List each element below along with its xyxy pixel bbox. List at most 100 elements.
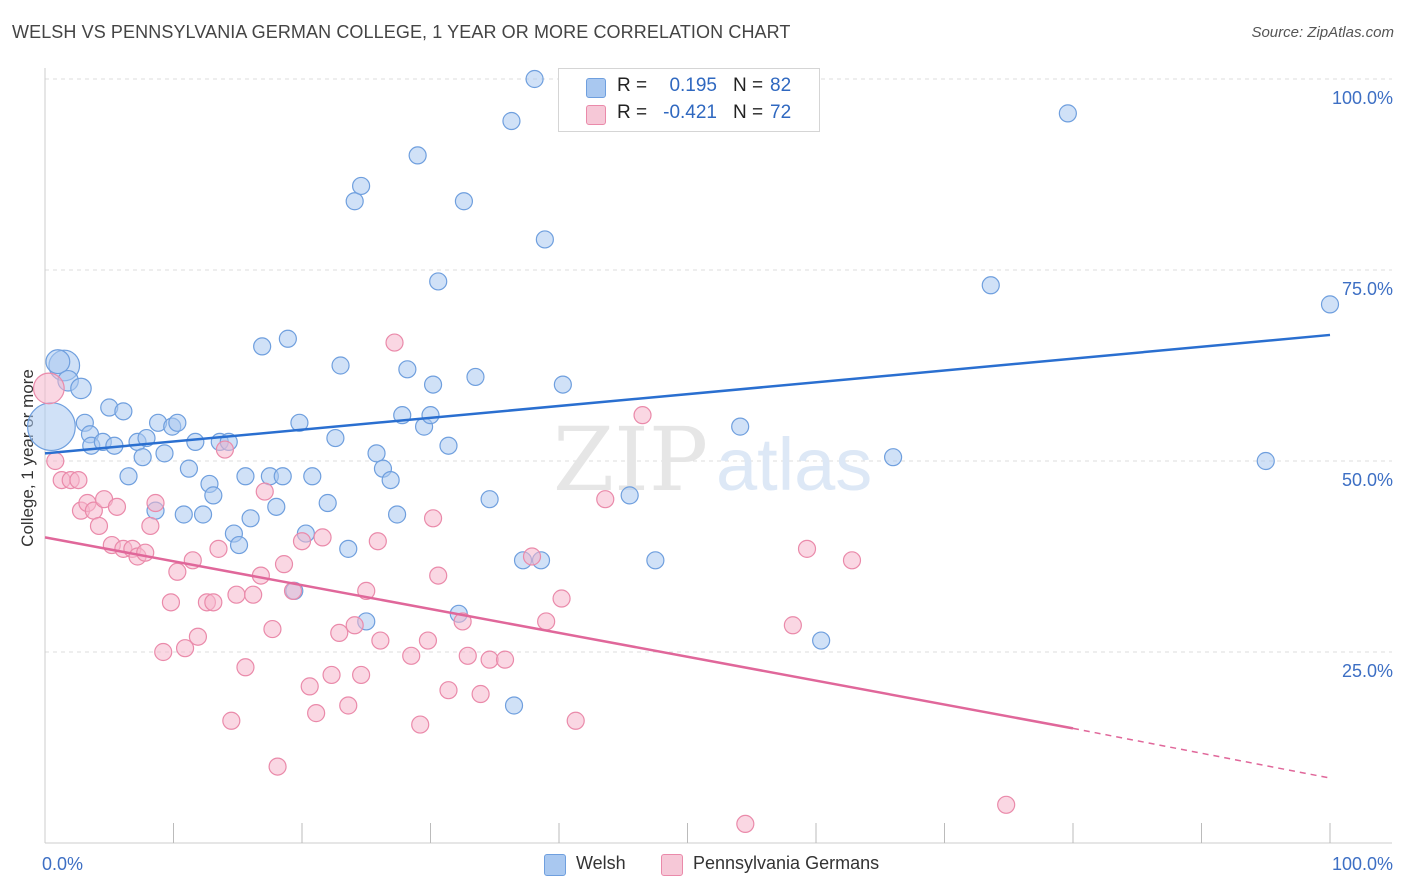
welsh-point [278,329,297,348]
welsh-trend-line [44,333,1331,455]
welsh-point [186,432,205,451]
pa-point [32,372,65,405]
pa-point [480,650,499,669]
pa-point [175,639,195,658]
pa-point [222,711,241,730]
pa-point [146,493,165,513]
welsh-point [620,486,639,505]
welsh-point [229,535,249,555]
pa-point [633,406,652,425]
pa-point [352,665,371,685]
pa-point [842,551,862,570]
pa-point [458,646,477,665]
welsh-point [70,377,92,400]
pa-point [46,451,65,471]
welsh-point [466,367,485,387]
pa-swatch [586,105,606,125]
pa-point [736,814,755,834]
tick-labels: 25.0% 50.0% 75.0% 100.0% 0.0% 100.0% [42,88,1393,874]
welsh-point [504,696,524,715]
welsh-point [241,509,260,528]
pa-trend-extension [1072,727,1331,779]
welsh-point [1256,451,1275,471]
welsh-point [429,272,448,291]
welsh-point [352,176,371,196]
pa-point [215,440,234,459]
pa-point [453,612,472,631]
pa-point [255,482,274,501]
pa-point [168,562,187,581]
welsh-point [253,337,272,356]
pa-trend-line [44,536,1074,730]
welsh-point [331,356,350,375]
pa-point [537,612,556,631]
welsh-point [204,486,223,505]
pa-point [89,516,109,536]
welsh-point [367,444,386,463]
pa-r-value: -0.421 [663,102,717,123]
welsh-legend-label: Welsh [576,853,626,873]
y-tick-label-50: 50.0% [1342,470,1393,490]
welsh-point [398,360,417,379]
welsh-point [480,490,499,509]
pa-point [596,490,615,509]
pa-point [141,516,160,536]
pa-point [423,509,443,528]
pa-point [161,593,181,612]
welsh-point [387,505,407,524]
welsh-point [303,467,322,486]
welsh-point [45,349,71,375]
pa-point [385,333,404,352]
y-tick-label-75: 75.0% [1342,279,1393,299]
x-tick-label-min: 0.0% [42,854,83,874]
y-tick-label-25: 25.0% [1342,661,1393,681]
pa-point [154,642,173,662]
pa-points [32,333,1016,834]
pa-point [471,684,490,704]
pa-point [797,539,817,558]
pa-point [339,696,358,715]
welsh-points [27,69,1340,715]
welsh-point [155,444,174,463]
axes [44,68,1392,844]
welsh-point [553,375,572,394]
welsh-point [454,192,474,211]
pa-point [522,547,542,566]
welsh-point [981,276,1000,295]
pa-point [236,658,255,677]
welsh-point [381,471,400,490]
chart-title: WELSH VS PENNSYLVANIA GERMAN COLLEGE, 1 … [12,22,791,42]
watermark: ZIP atlas [553,408,872,511]
pa-point [300,677,319,696]
welsh-point [1058,104,1077,123]
pa-point [292,532,312,551]
welsh-point [408,146,427,165]
r-label: R = [617,102,648,123]
welsh-point [179,459,199,478]
watermark-atlas: atlas [716,423,872,506]
welsh-point [137,428,156,448]
welsh-point [812,631,831,650]
pa-point [69,471,88,490]
pa-point [439,681,458,700]
pa-point [330,623,349,643]
y-tick-label-100: 100.0% [1332,88,1393,108]
welsh-point [133,448,152,467]
pa-legend-swatch [661,854,683,876]
x-tick-label-max: 100.0% [1332,854,1393,874]
pa-point [997,795,1016,814]
welsh-point [646,551,665,570]
pa-point [274,555,294,574]
pa-point [566,711,585,730]
welsh-point [318,493,337,513]
pa-point [552,589,571,608]
pa-point [402,646,421,665]
pa-n-value: 72 [770,102,792,123]
welsh-r-value: 0.195 [669,75,717,96]
welsh-point [27,402,76,452]
welsh-point [119,467,138,486]
source-label: Source: ZipAtlas.com [1251,24,1394,41]
pa-point [495,650,515,669]
pa-point [371,631,390,650]
